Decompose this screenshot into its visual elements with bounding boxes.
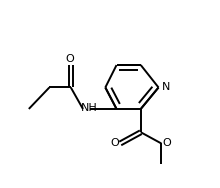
Text: N: N [161, 83, 170, 92]
Text: O: O [162, 137, 171, 148]
Text: O: O [111, 137, 119, 148]
Text: O: O [66, 55, 74, 64]
Text: NH: NH [81, 103, 98, 113]
